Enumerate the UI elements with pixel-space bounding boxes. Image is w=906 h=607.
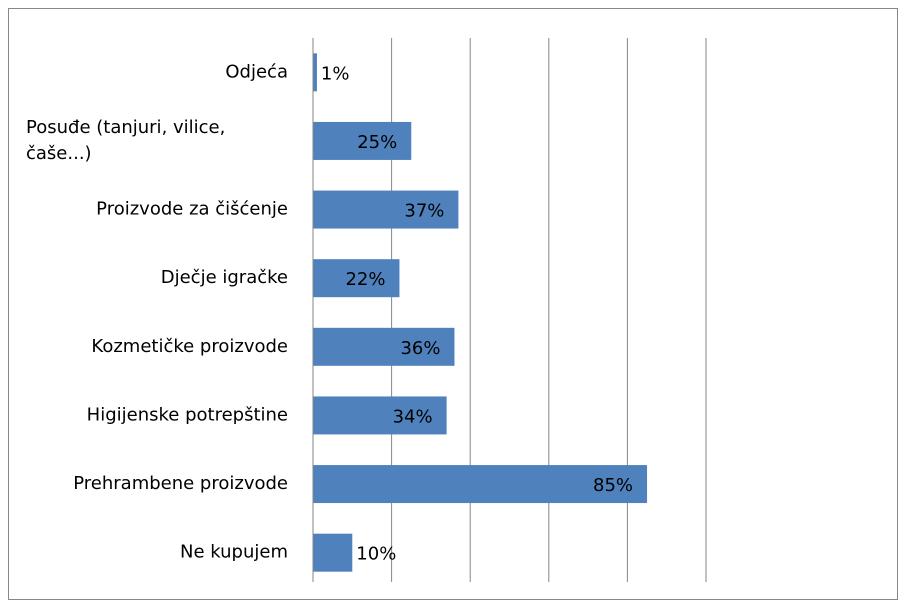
chart-frame (8, 8, 898, 600)
y-tick-label: Proizvode za čišćenje (96, 199, 288, 220)
data-label: 1% (321, 63, 350, 84)
bar (313, 121, 412, 160)
y-tick-label: Kozmetičke proizvode (91, 336, 288, 357)
y-tick-label: Ne kupujem (180, 542, 288, 563)
bar (313, 53, 317, 92)
data-label: 34% (393, 406, 433, 427)
bar (313, 190, 459, 229)
data-label: 37% (404, 201, 444, 222)
y-tick-label: Higijenske potrepštine (87, 404, 288, 425)
data-label: 85% (593, 475, 633, 496)
bar (313, 533, 353, 572)
data-label: 36% (400, 338, 440, 359)
data-label: 25% (357, 132, 397, 153)
y-tick-label: Odjeća (225, 61, 288, 82)
bar (313, 259, 400, 298)
y-tick-label: Posuđe (tanjuri, vilice, čaše...) (26, 117, 225, 164)
data-label: 10% (356, 544, 396, 565)
bar (313, 327, 455, 366)
data-label: 22% (345, 269, 385, 290)
y-tick-label: Prehrambene proizvode (73, 473, 288, 494)
bar (313, 465, 648, 504)
y-tick-label: Dječje igračke (161, 267, 288, 288)
bar (313, 396, 447, 435)
